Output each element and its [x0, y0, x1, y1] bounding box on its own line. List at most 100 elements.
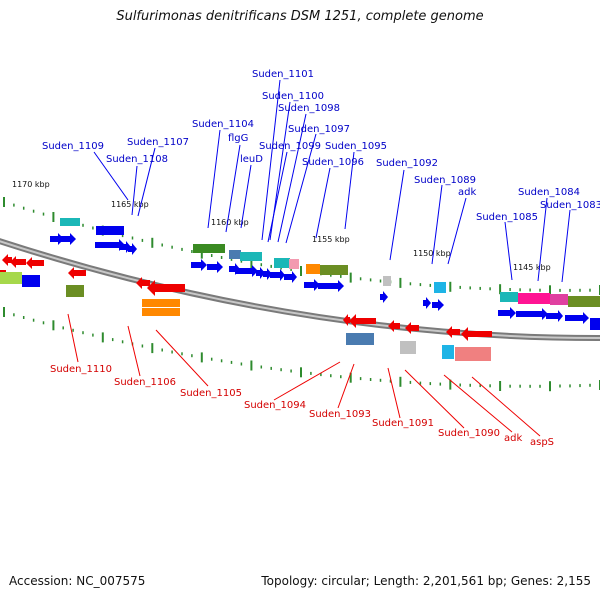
gene-arrow — [128, 243, 137, 255]
gene-feature — [346, 333, 374, 345]
gene-arrow — [516, 308, 548, 320]
gene-arrow — [304, 279, 320, 291]
leader-line — [431, 184, 443, 265]
gene-feature — [442, 345, 454, 359]
leader-line — [561, 209, 571, 283]
leader-line — [337, 363, 355, 409]
gene-arrow — [256, 267, 265, 279]
gene-label: Suden_1100 — [262, 91, 324, 102]
gene-arrow — [546, 310, 563, 322]
gene-label: Suden_1099 — [259, 141, 321, 152]
leader-line — [447, 197, 467, 265]
leader-line — [277, 113, 307, 243]
leader-line — [67, 313, 79, 363]
leader-line — [389, 169, 405, 261]
gene-arrow — [405, 322, 419, 334]
scale-ticks-inner — [3, 307, 600, 392]
leader-line — [225, 144, 241, 233]
reverse-leader-lines — [67, 313, 541, 437]
gene-label: Suden_1083 — [540, 200, 600, 211]
gene-feature — [306, 264, 320, 274]
leader-line — [273, 361, 341, 401]
gene-label: Suden_1104 — [192, 119, 254, 130]
leader-line — [344, 151, 355, 230]
gene-label: Suden_1106 — [114, 377, 176, 388]
leader-line — [207, 129, 221, 229]
genome-statistics: Topology: circular; Length: 2,201,561 bp… — [261, 574, 591, 588]
kbp-label: 1170 kbp — [12, 180, 50, 189]
gene-label: Suden_1092 — [376, 158, 438, 169]
gene-label: Suden_1093 — [309, 409, 371, 420]
gene-arrow — [136, 277, 150, 289]
leader-line — [240, 164, 252, 229]
gene-arrow — [461, 327, 492, 341]
gene-feature — [455, 347, 491, 361]
leader-line — [93, 151, 129, 201]
gene-arrow — [388, 320, 400, 332]
gene-label: Suden_1101 — [252, 69, 314, 80]
gene-arrow — [446, 326, 460, 338]
gene-feature — [0, 272, 22, 284]
leader-line — [127, 325, 141, 377]
gene-label: adk — [504, 433, 522, 444]
gene-feature — [550, 294, 568, 305]
gene-feature — [400, 341, 416, 354]
forward-genes — [50, 218, 600, 330]
gene-label: Suden_1091 — [372, 418, 434, 429]
kbp-label: 1145 kbp — [513, 263, 551, 272]
gene-arrow — [2, 254, 12, 266]
leader-line — [267, 151, 288, 243]
gene-arrow — [380, 291, 388, 303]
gene-arrow — [68, 267, 86, 279]
gene-arrow — [284, 271, 297, 283]
gene-feature — [320, 265, 348, 275]
gene-label: aspS — [530, 437, 554, 448]
gene-label: Suden_1096 — [302, 157, 364, 168]
gene-feature — [142, 299, 180, 307]
gene-feature — [60, 218, 80, 226]
gene-feature — [193, 244, 225, 253]
gene-feature — [22, 275, 40, 287]
gene-label: Suden_1110 — [50, 364, 112, 375]
gene-label: adk — [458, 187, 476, 198]
kbp-label: 1160 kbp — [211, 218, 249, 227]
gene-label: Suden_1109 — [42, 141, 104, 152]
kbp-label: 1165 kbp — [111, 200, 149, 209]
gene-arrow — [26, 257, 44, 269]
gene-arrow — [432, 299, 444, 311]
leader-line — [155, 329, 209, 387]
leader-line — [443, 374, 513, 433]
gene-feature — [289, 259, 299, 269]
gene-arrow — [565, 312, 589, 324]
gene-label: Suden_1105 — [180, 388, 242, 399]
gene-label: leuD — [240, 154, 263, 165]
gene-arrow — [263, 268, 272, 280]
gene-label: Suden_1090 — [438, 428, 500, 439]
leader-line — [537, 197, 548, 282]
gene-feature — [66, 285, 84, 297]
gene-feature — [590, 318, 600, 330]
gene-feature — [518, 293, 550, 304]
gene-feature — [274, 258, 290, 268]
gene-label: Suden_1107 — [127, 137, 189, 148]
leader-line — [404, 369, 465, 429]
genome-title: Sulfurimonas denitrificans DSM 1251, com… — [116, 9, 484, 24]
leader-line — [137, 147, 156, 217]
gene-label: Suden_1094 — [244, 400, 306, 411]
gene-arrow — [423, 297, 431, 309]
gene-feature — [434, 282, 446, 293]
gene-feature — [229, 250, 241, 259]
leader-line — [471, 376, 541, 437]
leader-line — [387, 367, 401, 419]
gene-arrow — [349, 314, 376, 328]
gene-arrow — [270, 269, 285, 281]
gene-feature — [383, 276, 391, 286]
gene-arrow — [191, 259, 207, 271]
gene-feature — [96, 226, 124, 235]
gene-label: flgG — [228, 133, 248, 144]
leader-line — [261, 79, 281, 241]
forward-gene-labels: Suden_1101 Suden_1100 Suden_1098 Suden_1… — [42, 69, 600, 223]
gene-label: Suden_1097 — [288, 124, 350, 135]
gene-arrow — [58, 233, 76, 245]
